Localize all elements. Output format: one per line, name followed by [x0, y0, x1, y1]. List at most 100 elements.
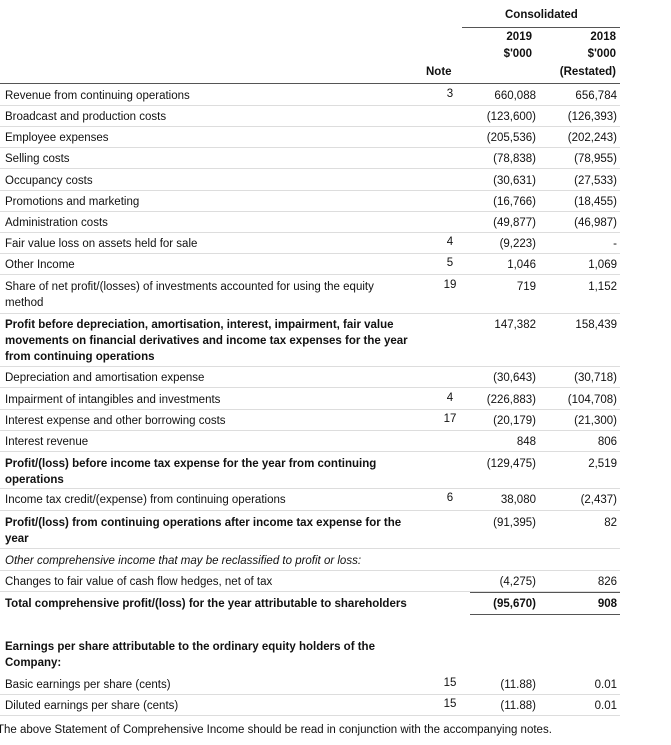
row-rule — [0, 366, 620, 367]
total-rule — [470, 614, 620, 615]
row-rule — [0, 387, 620, 388]
note-ref: 19 — [443, 279, 457, 291]
group-heading: Consolidated — [505, 9, 578, 21]
row-rule — [0, 510, 620, 511]
row-rule — [0, 253, 620, 254]
row-rule — [0, 451, 620, 452]
value-2018: 826 — [597, 576, 617, 588]
value-2018: (78,955) — [574, 153, 617, 165]
value-2018: (27,533) — [574, 175, 617, 187]
value-2019: 1,046 — [507, 259, 536, 271]
value-2019: (123,600) — [486, 111, 536, 123]
note-ref: 6 — [446, 492, 454, 504]
row-label: Selling costs — [5, 153, 70, 165]
note-ref: 15 — [443, 677, 457, 689]
row-label: Fair value loss on assets held for sale — [5, 238, 198, 250]
note-ref: 3 — [446, 88, 454, 100]
row-label: Total comprehensive profit/(loss) for th… — [5, 598, 407, 610]
value-2018: 806 — [597, 436, 617, 448]
value-2018: - — [613, 238, 617, 250]
value-2018: (18,455) — [574, 196, 617, 208]
value-2019: (226,883) — [486, 394, 536, 406]
value-2019: (78,838) — [493, 153, 536, 165]
value-2018: 1,069 — [588, 259, 617, 271]
row-rule — [0, 190, 620, 191]
value-2018: (30,718) — [574, 372, 617, 384]
row-rule — [0, 694, 620, 695]
value-2019: (20,179) — [493, 415, 536, 427]
rule — [0, 83, 620, 84]
row-rule — [0, 488, 620, 489]
value-2018: (46,987) — [574, 217, 617, 229]
rule — [462, 27, 620, 28]
note-ref: 4 — [446, 392, 454, 404]
row-label: Other Income — [5, 259, 75, 271]
value-2019: (11.88) — [500, 679, 536, 691]
row-label: Profit before depreciation, amortisation… — [5, 319, 408, 363]
row-label: Changes to fair value of cash flow hedge… — [5, 576, 273, 588]
note-ref: 17 — [443, 413, 457, 425]
footer: The above Statement of Comprehensive Inc… — [0, 724, 552, 736]
value-2018: 82 — [604, 517, 617, 529]
restated: (Restated) — [559, 66, 616, 78]
value-2019: (49,877) — [493, 217, 536, 229]
row-label: Administration costs — [5, 217, 108, 229]
row-label: Depreciation and amortisation expense — [5, 372, 205, 384]
value-2019: (9,223) — [499, 238, 536, 250]
value-2018: 158,439 — [575, 319, 617, 331]
row-label: Interest expense and other borrowing cos… — [5, 415, 226, 427]
row-label: Broadcast and production costs — [5, 111, 167, 123]
value-2018: (126,393) — [567, 111, 617, 123]
value-2018: (202,243) — [567, 132, 617, 144]
value-2018: (21,300) — [574, 415, 617, 427]
row-rule — [0, 274, 620, 275]
note-ref: 4 — [446, 236, 454, 248]
value-2018: 0.01 — [594, 700, 617, 712]
row-label: Impairment of intangibles and investment… — [5, 394, 221, 406]
row-rule — [0, 168, 620, 169]
row-rule — [0, 430, 620, 431]
value-2019: (11.88) — [500, 700, 536, 712]
row-label: Profit/(loss) from continuing operations… — [5, 517, 402, 545]
row-label: Diluted earnings per share (cents) — [5, 700, 179, 712]
unit: $'000 — [587, 48, 616, 60]
value-2019: (129,475) — [486, 458, 536, 470]
value-2019: (91,395) — [493, 517, 536, 529]
row-label: Basic earnings per share (cents) — [5, 679, 171, 691]
unit: $'000 — [503, 48, 532, 60]
value-2019: (205,536) — [486, 132, 536, 144]
row-rule — [0, 409, 620, 410]
row-rule — [0, 313, 620, 314]
value-2019: (30,631) — [493, 175, 536, 187]
note-ref: 15 — [443, 698, 457, 710]
row-rule — [0, 232, 620, 233]
value-2019: (4,275) — [499, 576, 536, 588]
row-rule — [0, 591, 620, 592]
value-2019: (16,766) — [493, 196, 536, 208]
row-label: Other comprehensive income that may be r… — [5, 555, 362, 567]
value-2018: (2,437) — [580, 494, 617, 506]
row-label: Employee expenses — [5, 132, 109, 144]
value-2018: 656,784 — [575, 90, 617, 102]
value-2018: (104,708) — [567, 394, 617, 406]
row-rule — [0, 548, 620, 549]
value-2018: 908 — [597, 598, 617, 610]
value-2018: 0.01 — [594, 679, 617, 691]
row-label: Interest revenue — [5, 436, 89, 448]
value-2019: (95,670) — [493, 598, 536, 610]
row-rule — [0, 105, 620, 106]
row-rule — [0, 147, 620, 148]
row-label: Share of net profit/(losses) of investme… — [5, 281, 374, 309]
value-2019: (30,643) — [493, 372, 536, 384]
value-2019: 848 — [516, 436, 536, 448]
note-ref: 5 — [446, 257, 454, 269]
row-label: Promotions and marketing — [5, 196, 140, 208]
row-label: Earnings per share attributable to the o… — [5, 641, 375, 669]
row-rule — [0, 126, 620, 127]
value-2018: 2,519 — [588, 458, 617, 470]
value-2019: 719 — [516, 281, 536, 293]
total-rule — [470, 592, 620, 593]
value-2019: 660,088 — [494, 90, 536, 102]
row-rule — [0, 570, 620, 571]
row-label: Revenue from continuing operations — [5, 90, 190, 102]
